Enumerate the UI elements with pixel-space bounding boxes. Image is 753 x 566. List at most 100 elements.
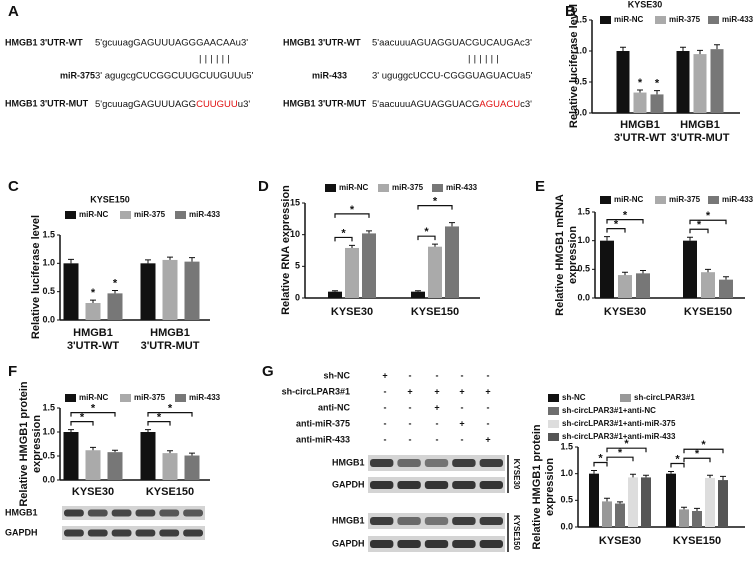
- y-tick-label: 1.0: [560, 468, 573, 478]
- y-tick-label: 1.5: [560, 441, 573, 451]
- bar: [676, 51, 690, 113]
- legend-label: sh-circLPAR3#1+anti-miR-375: [562, 419, 676, 428]
- treatment-sign: +: [407, 386, 412, 396]
- blot-band: [424, 540, 449, 548]
- legend-swatch: [325, 184, 336, 192]
- legend-swatch: [175, 211, 186, 219]
- panel-label: C: [8, 178, 19, 195]
- y-tick-label: 0: [295, 292, 300, 302]
- cell-line-label: KYSE150: [512, 515, 521, 551]
- bar: [107, 293, 123, 320]
- error-bar: [449, 222, 455, 227]
- bar: [184, 261, 200, 320]
- legend-swatch: [600, 16, 611, 24]
- legend-label: miR-375: [669, 195, 701, 204]
- legend-label: miR-375: [134, 210, 166, 219]
- treatment-sign: -: [384, 402, 387, 412]
- blot-band: [479, 459, 503, 467]
- chart-title: KYSE30: [628, 0, 663, 9]
- mirna-label: miR-433: [312, 70, 347, 80]
- significance-label: *: [675, 453, 680, 465]
- bar: [328, 291, 342, 298]
- panel-label: G: [262, 363, 274, 380]
- mut-part: CUUGUU: [196, 99, 238, 110]
- treatment-sign: -: [409, 434, 412, 444]
- error-bar: [604, 497, 610, 502]
- significance-label: *: [80, 412, 85, 424]
- significance-label: *: [598, 452, 603, 464]
- bar: [362, 233, 376, 298]
- treatment-sign: -: [487, 418, 490, 428]
- blot-band: [479, 540, 503, 548]
- significance-bracket: [334, 236, 353, 242]
- significance-bracket: [670, 462, 685, 468]
- bar: [693, 54, 707, 113]
- blot-label: GAPDH: [332, 538, 365, 548]
- y-tick-label: 0.5: [577, 264, 590, 274]
- blot-band: [64, 529, 84, 537]
- panel-label: A: [8, 3, 19, 20]
- blot-band: [135, 529, 156, 537]
- bar: [63, 432, 79, 480]
- chart-title: KYSE150: [90, 194, 130, 204]
- y-tick-label: 1.0: [42, 258, 55, 268]
- y-tick-label: 0.0: [42, 314, 55, 324]
- significance-label: *: [697, 219, 702, 231]
- bar: [602, 501, 612, 527]
- error-bar: [366, 230, 372, 234]
- x-tick-label: KYSE30: [72, 486, 114, 498]
- legend-label: miR-NC: [79, 210, 109, 219]
- blot-band: [135, 509, 156, 517]
- panel-label: E: [535, 178, 545, 195]
- significance-bracket: [70, 412, 116, 417]
- significance-bracket: [334, 213, 370, 218]
- error-bar: [112, 290, 118, 294]
- error-bar: [640, 269, 646, 274]
- bar: [589, 473, 599, 527]
- error-bar: [681, 506, 687, 510]
- mut-sequence: 5'gcuuagGAGUUUAGGCUUGUUu3': [95, 99, 250, 110]
- y-tick-label: 0.5: [560, 495, 573, 505]
- y-tick-label: 15: [290, 197, 300, 207]
- significance-bracket: [593, 461, 608, 467]
- blot-band: [87, 509, 108, 517]
- treatment-sign: -: [436, 434, 439, 444]
- y-tick-label: 1.5: [42, 229, 55, 239]
- treatment-sign: -: [461, 434, 464, 444]
- error-bar: [604, 236, 610, 241]
- blot-band: [424, 481, 449, 489]
- bar: [140, 263, 156, 320]
- significance-bracket: [683, 457, 711, 463]
- legend-swatch: [65, 394, 76, 402]
- bar: [718, 480, 728, 527]
- utr-label: HMGB1 3'UTR-WT: [5, 37, 83, 47]
- mut-part: 5'aacuuuAGUAGGUACG: [372, 99, 479, 110]
- blot-label: HMGB1: [332, 515, 365, 525]
- treatment-sign: +: [382, 370, 387, 380]
- legend-label: sh-NC: [562, 393, 586, 402]
- x-tick-label: KYSE150: [411, 306, 459, 318]
- significance-label: *: [655, 78, 660, 90]
- panel-label: F: [8, 363, 17, 380]
- blot-band: [452, 481, 476, 489]
- legend-label: sh-circLPAR3#1+anti-NC: [562, 406, 656, 415]
- pairing: ||||||: [468, 54, 502, 65]
- treatment-label: sh-NC: [324, 370, 351, 380]
- x-tick-label: KYSE150: [684, 306, 732, 318]
- y-tick-label: 0.0: [42, 474, 55, 484]
- bar: [63, 263, 79, 320]
- blot-band: [111, 529, 132, 537]
- bar: [710, 49, 724, 113]
- y-tick-label: 5: [295, 261, 300, 271]
- significance-label: *: [638, 77, 643, 89]
- x-tick-label: KYSE30: [599, 535, 641, 547]
- blot-band: [452, 459, 476, 467]
- bar: [701, 272, 715, 298]
- blot-band: [397, 481, 421, 489]
- legend-label: miR-375: [134, 393, 166, 402]
- treatment-label: anti-miR-433: [296, 434, 350, 444]
- y-tick-label: 0.0: [577, 292, 590, 302]
- legend-label: miR-NC: [339, 183, 369, 192]
- blot-band: [111, 509, 132, 517]
- legend-swatch: [175, 394, 186, 402]
